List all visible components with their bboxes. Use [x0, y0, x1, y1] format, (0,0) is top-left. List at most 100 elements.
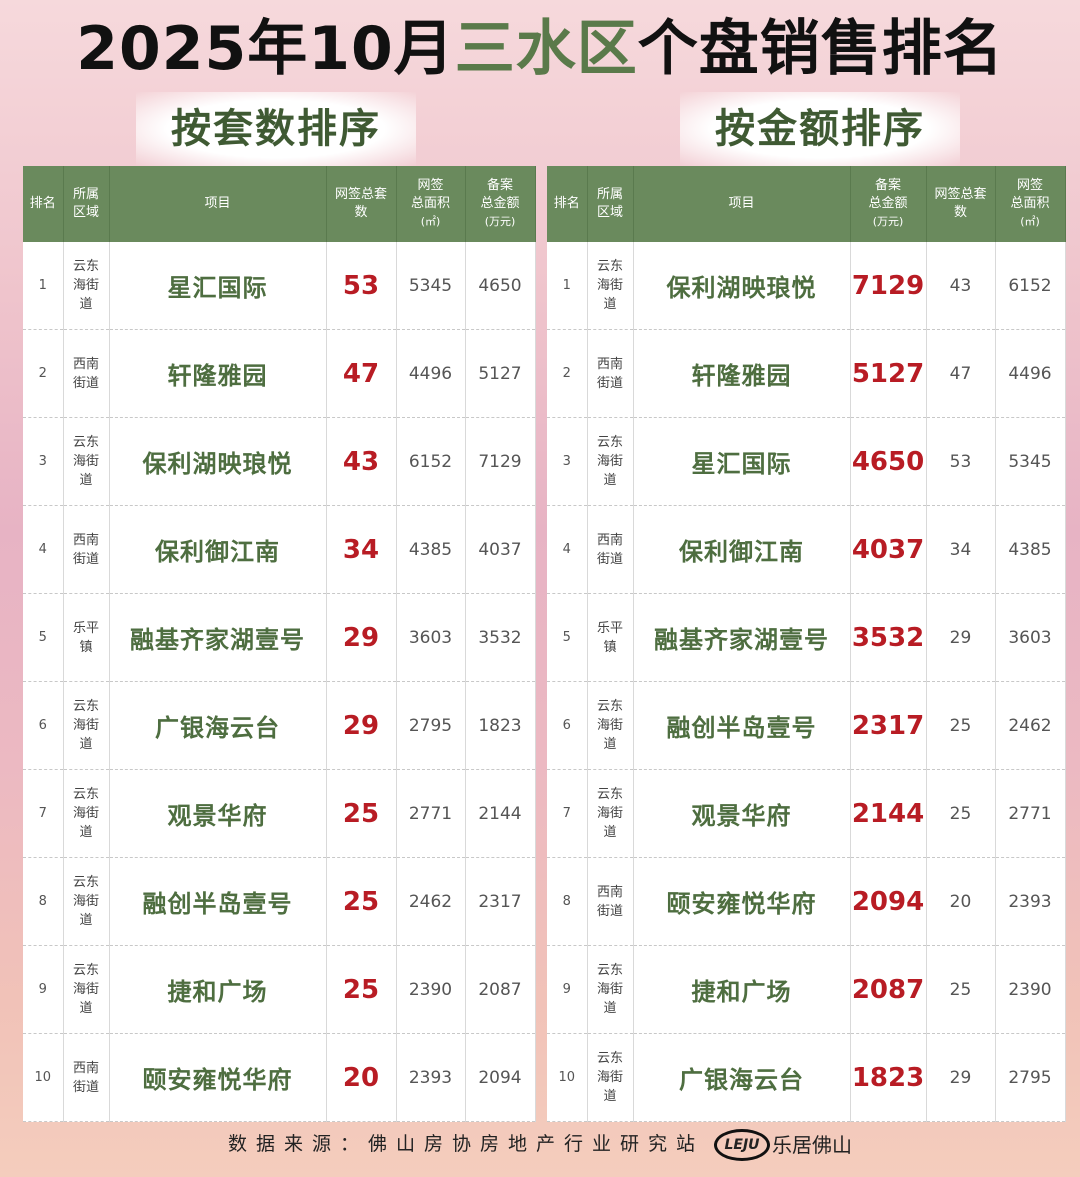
table-row: 2 西南 街道 轩隆雅园 5127 47 4496	[547, 329, 1066, 418]
by-amount-label: 按金额排序	[680, 92, 960, 166]
cell-project: 保利湖映琅悦	[109, 417, 327, 506]
cell-project: 广银海云台	[109, 681, 327, 770]
page-title: 2025年10月三水区个盘销售排名	[0, 6, 1080, 92]
cell-project: 捷和广场	[109, 945, 327, 1034]
table-row: 6 云东 海街道融创半岛壹号 2317 25 2462	[547, 681, 1066, 770]
cell-amount: 2087	[465, 945, 536, 1034]
by-units-label: 按套数排序	[136, 92, 416, 166]
cell-rank: 5	[23, 593, 64, 682]
cell-size: 2795	[396, 681, 466, 770]
cell-rank: 9	[547, 945, 588, 1034]
table-row: 10 云东 海街道广银海云台 1823 29 2795	[547, 1033, 1066, 1122]
cell-area: 云东 海街道	[587, 242, 634, 330]
cell-project: 广银海云台	[633, 1033, 851, 1122]
leju-logo-icon: LEJU	[714, 1128, 770, 1161]
table-row: 7 云东 海街道观景华府 2144 25 2771	[547, 769, 1066, 858]
cell-size: 2795	[995, 1033, 1066, 1122]
cell-amount: 4650	[465, 242, 536, 330]
cell-size: 2390	[995, 945, 1066, 1034]
header-area: 所属 区域	[587, 166, 634, 242]
table-row: 1 云东 海街道保利湖映琅悦 7129 43 6152	[547, 242, 1066, 330]
cell-area: 西南 街道	[587, 505, 634, 594]
cell-project: 星汇国际	[109, 242, 327, 330]
cell-units: 20	[326, 1033, 397, 1122]
cell-area: 云东 海街道	[63, 945, 110, 1034]
cell-rank: 10	[547, 1033, 588, 1122]
data-source-text: 数据来源：佛山房协房地产行业研究站	[227, 1133, 704, 1155]
rank-table-by-amount: 排名 所属 区域 项目 备案 总金额 (万元) 网签总套数 网签 总面积 (㎡) 1 云东海…	[547, 166, 1066, 1122]
cell-size: 2393	[995, 857, 1066, 946]
table-row: 4 西南 街道 保利御江南 34 4385 4037	[23, 505, 536, 594]
cell-amount: 5127	[850, 329, 927, 418]
cell-area: 西南 街道	[63, 1033, 110, 1122]
cell-units: 25	[326, 857, 397, 946]
header-amount: 备案 总金额 (万元)	[465, 166, 536, 242]
header-project: 项目	[633, 166, 851, 242]
header-rank: 排名	[23, 166, 64, 242]
cell-area: 西南 街道	[587, 329, 634, 418]
header-project: 项目	[109, 166, 327, 242]
table-header-row: 排名 所属 区域 项目 网签总套数 网签 总面积 (㎡) 备案 总金额 (万元)	[23, 166, 536, 242]
cell-area: 云东 海街道	[587, 417, 634, 506]
cell-amount: 1823	[465, 681, 536, 770]
title-suffix: 个盘销售排名	[637, 14, 1004, 84]
cell-project: 观景华府	[633, 769, 851, 858]
cell-units: 53	[926, 417, 996, 506]
cell-rank: 3	[547, 417, 588, 506]
cell-amount: 2087	[850, 945, 927, 1034]
cell-amount: 2317	[850, 681, 927, 770]
cell-area: 云东 海街道	[587, 681, 634, 770]
cell-amount: 7129	[465, 417, 536, 506]
cell-size: 6152	[995, 242, 1066, 330]
brand-name: 乐居佛山	[772, 1132, 852, 1157]
cell-rank: 9	[23, 945, 64, 1034]
table-row: 9 云东 海街道捷和广场 2087 25 2390	[547, 945, 1066, 1034]
cell-units: 29	[326, 593, 397, 682]
cell-units: 29	[926, 593, 996, 682]
cell-area: 云东 海街道	[587, 769, 634, 858]
cell-area: 西南 街道	[63, 505, 110, 594]
cell-size: 3603	[995, 593, 1066, 682]
table-row: 1 云东 海街道星汇国际 53 5345 4650	[23, 242, 536, 330]
cell-amount: 5127	[465, 329, 536, 418]
cell-size: 6152	[396, 417, 466, 506]
cell-area: 西南 街道	[63, 329, 110, 418]
cell-amount: 3532	[465, 593, 536, 682]
cell-rank: 10	[23, 1033, 64, 1122]
cell-units: 29	[926, 1033, 996, 1122]
cell-size: 5345	[995, 417, 1066, 506]
cell-rank: 4	[23, 505, 64, 594]
cell-units: 53	[326, 242, 397, 330]
header-size: 网签 总面积 (㎡)	[995, 166, 1066, 242]
cell-amount: 2144	[465, 769, 536, 858]
cell-units: 25	[326, 945, 397, 1034]
cell-amount: 1823	[850, 1033, 927, 1122]
cell-units: 20	[926, 857, 996, 946]
cell-units: 43	[326, 417, 397, 506]
cell-rank: 6	[23, 681, 64, 770]
cell-units: 29	[326, 681, 397, 770]
rank-table-by-units: 排名 所属 区域 项目 网签总套数 网签 总面积 (㎡) 备案 总金额 (万元) 1 云东海…	[23, 166, 536, 1122]
cell-rank: 1	[23, 242, 64, 330]
header-rank: 排名	[547, 166, 588, 242]
cell-area: 云东 海街道	[63, 417, 110, 506]
cell-size: 5345	[396, 242, 466, 330]
cell-size: 4496	[396, 329, 466, 418]
cell-units: 34	[926, 505, 996, 594]
cell-area: 西南 街道	[587, 857, 634, 946]
table-row: 3 云东 海街道保利湖映琅悦 43 6152 7129	[23, 417, 536, 506]
cell-amount: 3532	[850, 593, 927, 682]
cell-size: 4496	[995, 329, 1066, 418]
table-row: 5 乐平镇融基齐家湖壹号 3532 29 3603	[547, 593, 1066, 682]
cell-rank: 7	[23, 769, 64, 858]
cell-project: 保利湖映琅悦	[633, 242, 851, 330]
table-row: 9 云东 海街道捷和广场 25 2390 2087	[23, 945, 536, 1034]
table-row: 3 云东 海街道星汇国际 4650 53 5345	[547, 417, 1066, 506]
cell-rank: 8	[547, 857, 588, 946]
cell-units: 25	[926, 769, 996, 858]
cell-area: 云东 海街道	[63, 769, 110, 858]
cell-units: 47	[926, 329, 996, 418]
header-units: 网签总套数	[326, 166, 397, 242]
cell-rank: 5	[547, 593, 588, 682]
cell-project: 保利御江南	[633, 505, 851, 594]
